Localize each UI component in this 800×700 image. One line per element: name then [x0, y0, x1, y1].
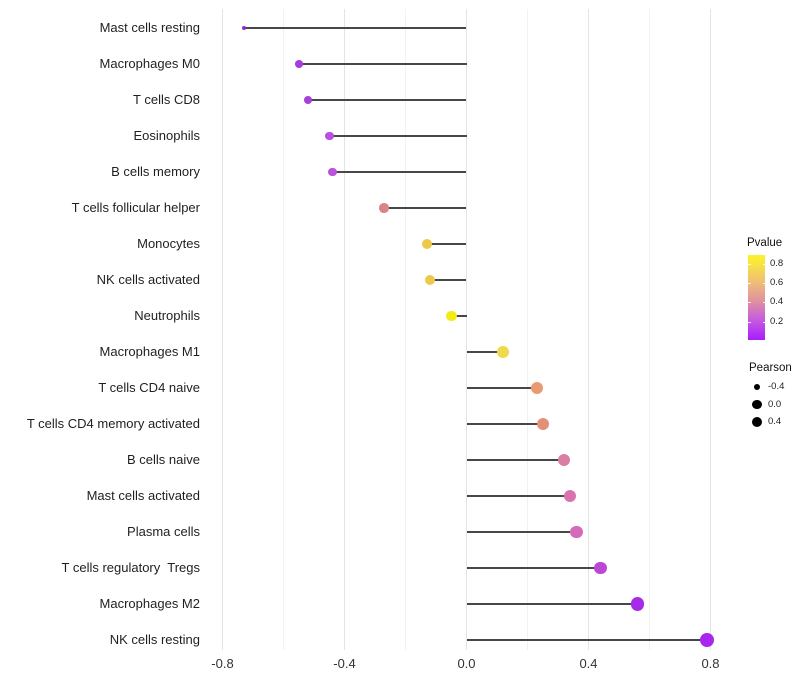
lollipop-point [324, 131, 334, 141]
y-axis-label: NK cells resting [109, 632, 200, 647]
lollipop-point [700, 633, 715, 647]
y-axis-label: T cells regulatory Tregs [61, 560, 200, 575]
lollipop-point [530, 381, 543, 395]
lollipop-stem [466, 387, 537, 389]
gridline-minor [527, 9, 528, 650]
pvalue-tick-label: 0.4 [770, 296, 784, 308]
pearson-legend-dot [752, 399, 762, 410]
y-axis-label: Macrophages M2 [99, 596, 200, 611]
lollipop-point [379, 203, 389, 213]
gridline-major [710, 9, 711, 650]
y-axis-label: T cells follicular helper [71, 200, 200, 215]
gridline-major [222, 9, 223, 650]
lollipop-stem [466, 639, 708, 641]
y-axis-label: B cells memory [111, 164, 200, 179]
lollipop-point [241, 25, 247, 31]
y-axis-label: Macrophages M0 [99, 56, 200, 71]
pearson-legend-dot [753, 383, 761, 391]
pearson-legend-label: -0.4 [768, 381, 785, 392]
gridline-minor [283, 9, 284, 650]
pvalue-colorbar-tick [762, 321, 766, 323]
x-axis-tick-label: 0.8 [701, 656, 720, 671]
y-axis-label: Neutrophils [134, 308, 200, 323]
x-axis-tick-label: 0.4 [579, 656, 598, 671]
y-axis-label: Plasma cells [127, 524, 200, 539]
lollipop-stem [384, 207, 467, 209]
y-axis-label: Monocytes [137, 236, 200, 251]
y-axis-label: Mast cells resting [99, 20, 200, 35]
pearson-legend-dot [751, 416, 763, 428]
pvalue-colorbar-tick [748, 302, 751, 304]
gridline-major [588, 9, 589, 650]
lollipop-stem [466, 603, 638, 605]
lollipop-point [327, 167, 337, 177]
lollipop-stem [243, 27, 467, 29]
pvalue-tick-label: 0.6 [770, 277, 784, 288]
pearson-legend-label: 0.0 [768, 398, 782, 410]
lollipop-point [294, 60, 303, 68]
y-axis-label: Eosinophils [133, 128, 201, 143]
lollipop-point [497, 346, 509, 358]
pvalue-colorbar-tick [748, 283, 751, 284]
pvalue-colorbar-tick [748, 263, 751, 265]
lollipop-stem [466, 351, 504, 353]
y-axis-label: T cells CD4 memory activated [26, 416, 200, 431]
lollipop-point [445, 310, 457, 322]
y-axis-label: Macrophages M1 [99, 344, 200, 359]
y-axis-label: T cells CD8 [133, 92, 200, 107]
lollipop-point [570, 525, 583, 539]
pvalue-colorbar-tick [762, 283, 766, 284]
lollipop-point [557, 453, 571, 467]
lollipop-stem [466, 567, 601, 569]
pvalue-colorbar-tick [762, 263, 766, 265]
pvalue-tick-label: 0.8 [770, 257, 784, 269]
lollipop-stem [426, 243, 467, 245]
lollipop-point [630, 597, 644, 611]
x-axis-tick-label: -0.4 [333, 656, 356, 671]
pvalue-colorbar-tick [748, 321, 751, 323]
lollipop-point [424, 274, 436, 286]
lollipop-stem [329, 135, 467, 137]
y-axis-label: B cells naive [127, 452, 200, 467]
x-axis-tick-label: -0.8 [211, 656, 234, 671]
lollipop-stem [298, 63, 467, 65]
y-axis-label: T cells CD4 naive [98, 380, 200, 395]
pvalue-colorbar [748, 255, 765, 340]
pearson-legend-label: 0.4 [768, 416, 782, 427]
lollipop-point [594, 561, 608, 575]
lollipop-stem [466, 459, 565, 461]
lollipop-stem [466, 495, 571, 497]
lollipop-stem [332, 171, 467, 173]
pvalue-colorbar-tick [762, 302, 766, 304]
lollipop-point [536, 417, 549, 431]
lollipop-stem [451, 315, 467, 317]
pvalue-legend-title: Pvalue [747, 237, 783, 249]
gridline-major [466, 9, 467, 650]
x-axis-tick-label: 0.0 [457, 656, 476, 671]
lollipop-point [563, 489, 577, 503]
gridline-minor [405, 9, 406, 650]
y-axis-label: NK cells activated [96, 272, 200, 287]
pearson-legend-title: Pearson [749, 362, 792, 374]
lollipop-point [421, 238, 433, 250]
pvalue-tick-label: 0.2 [770, 315, 784, 327]
gridline-major [344, 9, 345, 650]
lollipop-point [303, 95, 312, 104]
lollipop-stem [307, 99, 467, 101]
gridline-minor [649, 9, 650, 650]
lollipop-stem [466, 531, 577, 533]
y-axis-label: Mast cells activated [86, 488, 200, 503]
lollipop-stem [429, 279, 467, 281]
lollipop-stem [466, 423, 543, 425]
